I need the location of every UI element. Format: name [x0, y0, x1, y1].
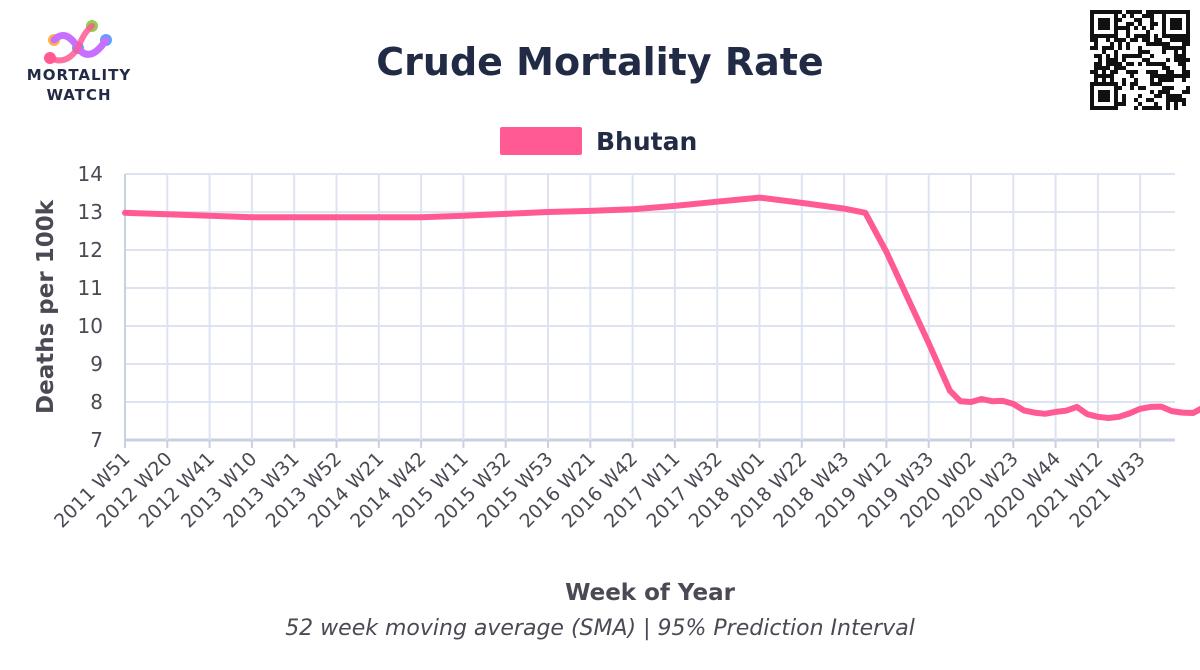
chart-title: Crude Mortality Rate [376, 40, 824, 84]
chart-subtitle: 52 week moving average (SMA) | 95% Predi… [285, 616, 915, 641]
legend-swatch-bhutan [500, 127, 582, 155]
y-gridlines [125, 173, 1175, 442]
logo-line-2: WATCH [46, 86, 112, 104]
legend-label-bhutan: Bhutan [596, 126, 698, 156]
logo-line-1: MORTALITY [26, 66, 132, 84]
y-tick-label: 10 [78, 314, 103, 338]
y-tick-label: 12 [78, 238, 103, 262]
y-tick-label: 11 [78, 276, 103, 300]
series-line-bhutan[interactable] [122, 194, 1200, 421]
legend[interactable]: Bhutan [500, 124, 697, 158]
qr-code-icon [1088, 9, 1192, 111]
logo-icon [44, 20, 112, 64]
y-tick-label: 14 [78, 162, 103, 186]
y-tick-label: 9 [90, 352, 103, 376]
x-axis-label: Week of Year [565, 580, 736, 606]
y-tick-label: 8 [90, 390, 103, 414]
y-tick-label: 13 [78, 200, 103, 224]
y-tick-labels: 7 8 9 10 11 12 13 14 [78, 162, 103, 452]
y-axis-label: Deaths per 100k [33, 199, 59, 414]
mortality-watch-logo: MORTALITY WATCH [14, 18, 144, 110]
y-tick-label: 7 [90, 428, 103, 452]
series-lines [122, 194, 1200, 421]
